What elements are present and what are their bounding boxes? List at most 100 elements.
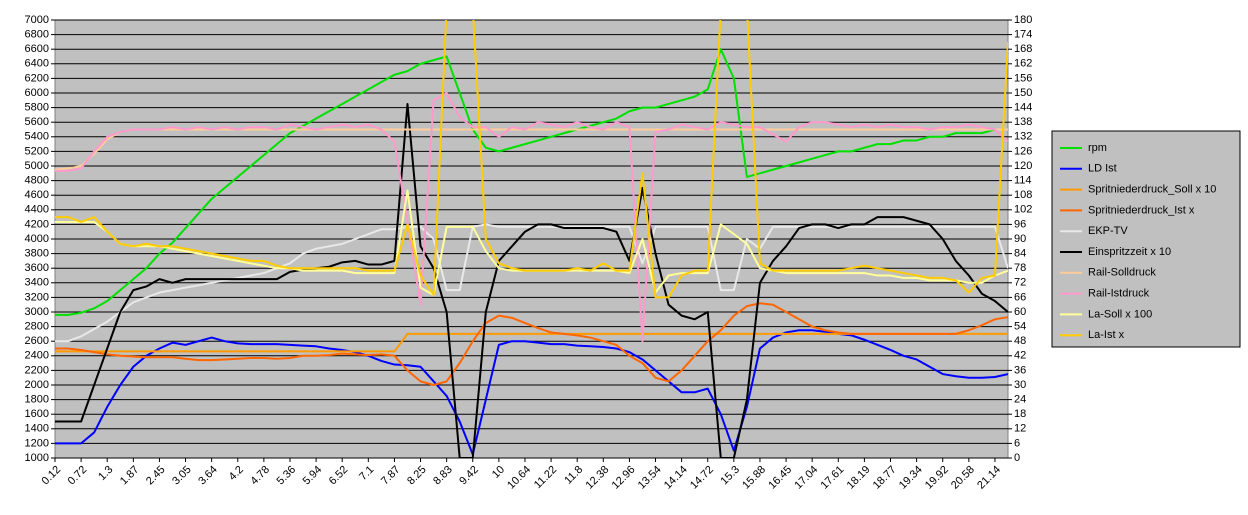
- y-tick-label: 5000: [25, 160, 49, 172]
- x-tick-label: 4.78: [248, 464, 272, 488]
- y-tick-label: 4000: [25, 233, 49, 245]
- y2-tick-label: 132: [1014, 131, 1032, 143]
- y-tick-label: 3800: [25, 248, 49, 260]
- x-tick-label: 19.34: [897, 464, 925, 492]
- x-tick-label: 15.88: [740, 464, 768, 492]
- x-tick-label: 18.77: [871, 464, 899, 492]
- legend: [1051, 130, 1241, 348]
- series-line: [55, 223, 1008, 343]
- x-tick-label: 1.87: [118, 464, 142, 488]
- y2-tick-label: 66: [1014, 291, 1026, 303]
- series-line: [55, 92, 1008, 343]
- x-tick-label: 19.92: [923, 464, 951, 492]
- y-tick-label: 1000: [25, 452, 49, 464]
- x-tick-label: 5.94: [301, 464, 325, 488]
- y-tick-label: 6800: [25, 29, 49, 41]
- y-tick-label: 7000: [25, 14, 49, 26]
- y2-tick-label: 156: [1014, 72, 1032, 84]
- x-tick-label: 12.96: [610, 464, 638, 492]
- legend-label: La-Soll x 100: [1088, 308, 1152, 320]
- y2-tick-label: 168: [1014, 43, 1032, 55]
- y2-tick-label: 102: [1014, 204, 1032, 216]
- y-tick-label: 5400: [25, 131, 49, 143]
- series-line: [55, 102, 1008, 458]
- y2-tick-label: 162: [1014, 58, 1032, 70]
- legend-label: Rail-Solldruck: [1088, 267, 1156, 279]
- y-tick-label: 2000: [25, 379, 49, 391]
- y-tick-label: 4600: [25, 189, 49, 201]
- series-line: [55, 329, 1008, 456]
- y2-tick-label: 42: [1014, 350, 1026, 362]
- x-tick-label: 0.12: [40, 464, 64, 488]
- x-tick-label: 6.52: [327, 464, 351, 488]
- y2-tick-label: 72: [1014, 277, 1026, 289]
- x-tick-label: 14.14: [662, 464, 690, 492]
- legend-label: Spritniederdruck_Ist x: [1088, 204, 1195, 216]
- series-line: [55, 20, 1008, 299]
- y-tick-label: 4400: [25, 204, 49, 216]
- y-tick-label: 3000: [25, 306, 49, 318]
- y2-tick-label: 78: [1014, 262, 1026, 274]
- legend-label: La-Ist x: [1088, 329, 1125, 341]
- y2-tick-label: 36: [1014, 364, 1026, 376]
- y-tick-label: 3400: [25, 277, 49, 289]
- x-tick-label: 4.2: [227, 464, 246, 483]
- legend-label: Rail-Istdruck: [1088, 288, 1150, 300]
- series-group: [55, 20, 1008, 458]
- x-tick-label: 1.3: [96, 464, 115, 483]
- x-tick-label: 2.45: [144, 464, 168, 488]
- x-tick-label: 3.05: [170, 464, 194, 488]
- y2-tick-label: 24: [1014, 394, 1026, 406]
- y-tick-label: 2200: [25, 364, 49, 376]
- x-tick-label: 17.61: [819, 464, 847, 492]
- x-tick-label: 13.54: [636, 464, 664, 492]
- x-tick-label: 20.58: [949, 464, 977, 492]
- y2-tick-label: 90: [1014, 233, 1026, 245]
- y-tick-label: 4200: [25, 218, 49, 230]
- y-tick-label: 5600: [25, 116, 49, 128]
- x-tick-label: 16.45: [766, 464, 794, 492]
- x-tick-label: 9.42: [457, 464, 481, 488]
- series-line: [55, 48, 1008, 316]
- legend-label: EKP-TV: [1088, 225, 1128, 237]
- y-tick-label: 1400: [25, 423, 49, 435]
- x-tick-label: 10.64: [505, 464, 533, 492]
- legend-label: Einspritzzeit x 10: [1088, 246, 1171, 258]
- y-tick-label: 1200: [25, 437, 49, 449]
- series-line: [55, 302, 1008, 386]
- x-tick-label: 21.14: [975, 464, 1003, 492]
- y-tick-label: 5800: [25, 102, 49, 114]
- legend-label: rpm: [1088, 142, 1107, 154]
- y2-tick-label: 120: [1014, 160, 1032, 172]
- x-tick-label: 11.8: [562, 464, 585, 487]
- y-tick-label: 1800: [25, 394, 49, 406]
- x-tick-label: 7.1: [357, 464, 376, 483]
- y-tick-label: 3200: [25, 291, 49, 303]
- x-tick-label: 12.38: [584, 464, 612, 492]
- x-tick-label: 17.04: [792, 464, 820, 492]
- y2-tick-label: 60: [1014, 306, 1026, 318]
- y2-tick-label: 114: [1014, 175, 1032, 187]
- x-tick-label: 15.3: [718, 464, 742, 488]
- y2-tick-label: 12: [1014, 423, 1026, 435]
- y-tick-label: 6400: [25, 58, 49, 70]
- y-tick-label: 1600: [25, 408, 49, 420]
- y2-tick-label: 6: [1014, 437, 1020, 449]
- y2-tick-label: 48: [1014, 335, 1026, 347]
- x-tick-label: 11.22: [532, 464, 559, 491]
- x-tick-label: 5.36: [275, 464, 299, 488]
- y2-tick-label: 54: [1014, 321, 1026, 333]
- x-tick-label: 8.83: [431, 464, 455, 488]
- y-tick-label: 2400: [25, 350, 49, 362]
- y2-tick-label: 144: [1014, 102, 1032, 114]
- y-tick-label: 2800: [25, 321, 49, 333]
- x-tick-label: 10: [490, 464, 507, 481]
- y2-tick-label: 174: [1014, 29, 1032, 41]
- y2-tick-label: 126: [1014, 145, 1032, 157]
- y2-tick-label: 30: [1014, 379, 1026, 391]
- x-tick-label: 7.87: [379, 464, 403, 488]
- y2-tick-label: 138: [1014, 116, 1032, 128]
- x-tick-label: 0.72: [66, 464, 90, 488]
